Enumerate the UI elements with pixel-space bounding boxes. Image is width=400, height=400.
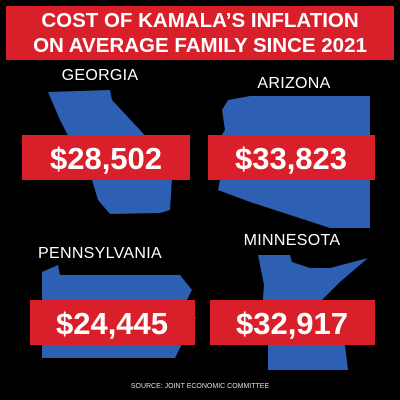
- value-box: [22, 135, 190, 180]
- value-box: [210, 300, 375, 345]
- title-line: COST OF KAMALA’S INFLATION: [41, 9, 358, 32]
- state-name: ARIZONA: [257, 75, 330, 92]
- state-name: MINNESOTA: [244, 232, 341, 249]
- title-line: ON AVERAGE FAMILY SINCE 2021: [33, 34, 367, 57]
- source-note: SOURCE: JOINT ECONOMIC COMMITTEE: [131, 383, 270, 390]
- state-value: $33,823: [235, 141, 347, 176]
- state-value: $24,445: [56, 306, 168, 341]
- state-value: $32,917: [236, 306, 348, 341]
- state-name: PENNSYLVANIA: [38, 245, 162, 262]
- title-banner: [6, 6, 394, 60]
- state-name: GEORGIA: [62, 67, 139, 84]
- value-box: [208, 135, 375, 180]
- state-value: $28,502: [50, 141, 162, 176]
- value-box: [30, 300, 195, 345]
